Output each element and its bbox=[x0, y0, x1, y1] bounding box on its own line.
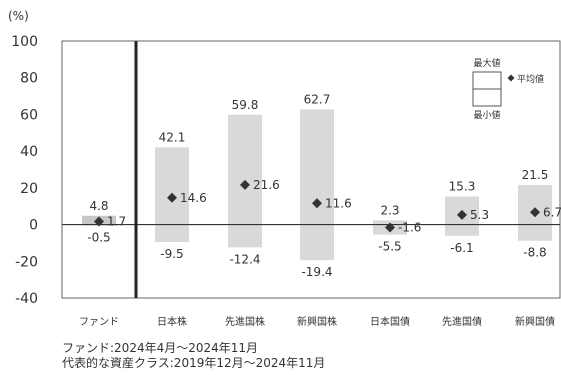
min-value-label: -12.4 bbox=[229, 252, 260, 266]
category-label: 新興国債 bbox=[515, 315, 555, 328]
category-label: 先進国債 bbox=[442, 315, 482, 328]
category-label: ファンド bbox=[79, 317, 119, 328]
category-label: 新興国株 bbox=[297, 315, 337, 328]
min-value-label: -9.5 bbox=[160, 247, 183, 261]
max-value-label: 2.3 bbox=[380, 203, 399, 217]
category-label: 先進国株 bbox=[225, 315, 265, 328]
y-tick-label: -40 bbox=[15, 291, 38, 307]
category-label: 日本国債 bbox=[370, 315, 410, 328]
min-value-label: -19.4 bbox=[301, 265, 332, 279]
min-value-label: -5.5 bbox=[378, 240, 401, 254]
average-value-label: -1.6 bbox=[398, 221, 421, 235]
average-value-label: 1.7 bbox=[107, 214, 126, 228]
legend-average-marker bbox=[507, 74, 515, 82]
y-tick-label: 100 bbox=[11, 34, 38, 50]
average-marker bbox=[94, 216, 104, 227]
y-axis-unit-label: (%) bbox=[8, 9, 29, 23]
average-marker bbox=[385, 222, 395, 233]
average-marker bbox=[530, 207, 540, 218]
max-value-label: 62.7 bbox=[304, 92, 331, 106]
legend-min-label: 最小値 bbox=[473, 109, 500, 121]
min-value-label: -6.1 bbox=[450, 241, 473, 255]
plot-frame bbox=[61, 40, 561, 299]
y-tick-label: 80 bbox=[20, 71, 38, 87]
category-label: 日本株 bbox=[157, 315, 187, 328]
y-tick-label: -20 bbox=[15, 254, 38, 270]
range-bar bbox=[300, 109, 334, 261]
average-value-label: 21.6 bbox=[253, 178, 280, 192]
average-value-label: 6.7 bbox=[543, 205, 561, 219]
footnote-asset-period: 代表的な資産クラス:2019年12月～2024年11月 bbox=[62, 356, 326, 370]
max-value-label: 4.8 bbox=[89, 199, 108, 213]
average-marker bbox=[240, 179, 250, 190]
average-value-label: 14.6 bbox=[180, 191, 207, 205]
average-marker bbox=[457, 209, 467, 220]
average-marker bbox=[167, 192, 177, 203]
max-value-label: 59.8 bbox=[232, 98, 259, 112]
footnote-fund-period: ファンド:2024年4月～2024年11月 bbox=[62, 341, 259, 355]
max-value-label: 15.3 bbox=[449, 179, 476, 193]
average-value-label: 11.6 bbox=[325, 196, 352, 210]
y-tick-label: 20 bbox=[20, 181, 38, 197]
max-value-label: 21.5 bbox=[522, 168, 549, 182]
average-value-label: 5.3 bbox=[470, 208, 489, 222]
y-tick-label: 60 bbox=[20, 107, 38, 123]
min-value-label: -8.8 bbox=[523, 246, 546, 260]
min-value-label: -0.5 bbox=[87, 230, 110, 244]
average-marker bbox=[312, 198, 322, 209]
legend-average-label: 平均値 bbox=[517, 73, 544, 85]
max-value-label: 42.1 bbox=[159, 130, 186, 144]
legend-max-label: 最大値 bbox=[473, 57, 500, 69]
y-tick-label: 40 bbox=[20, 144, 38, 160]
y-tick-label: 0 bbox=[29, 218, 38, 234]
